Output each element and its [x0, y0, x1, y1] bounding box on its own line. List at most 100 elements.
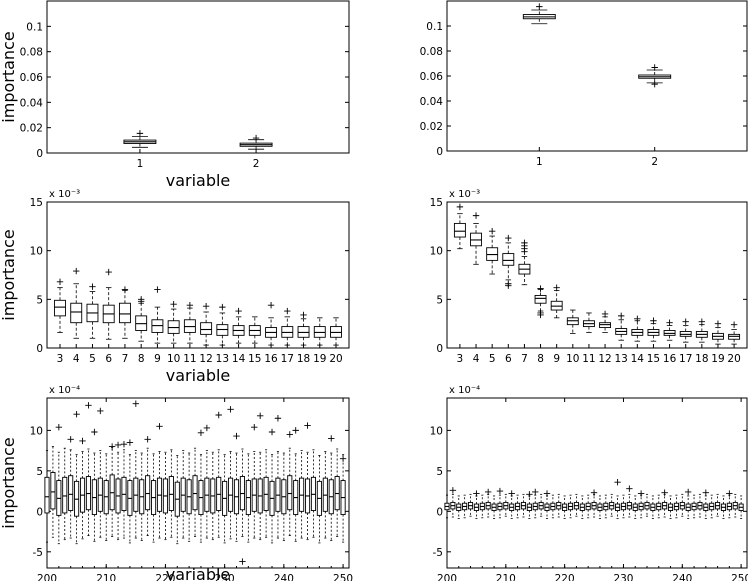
box: [91, 428, 98, 542]
outlier-marker: [251, 423, 258, 431]
box: [281, 307, 294, 346]
box: [632, 495, 638, 520]
box: [502, 234, 515, 289]
box-body: [62, 476, 68, 514]
box: [286, 431, 293, 537]
box: [738, 495, 744, 520]
y-tick-label: 0.1: [26, 21, 43, 33]
box: [626, 485, 633, 518]
outlier-marker: [537, 285, 544, 292]
box-body: [192, 475, 198, 511]
box: [726, 490, 733, 519]
x-tick-label: 210: [96, 573, 116, 581]
outlier-marker: [300, 311, 307, 319]
box: [691, 494, 697, 519]
x-tick-label: 16: [264, 353, 278, 365]
box: [732, 493, 738, 518]
y-axis-multiplier: x 10⁻⁴: [49, 385, 80, 396]
outlier-marker: [328, 435, 335, 442]
x-tick-label: 11: [183, 353, 196, 365]
box: [120, 440, 128, 539]
box-body: [287, 475, 293, 511]
x-axis-label: variable: [166, 366, 231, 385]
y-tick-label: 0: [436, 146, 443, 158]
box: [520, 493, 527, 518]
outlier-marker: [508, 490, 515, 497]
box: [210, 451, 216, 541]
outlier-marker: [136, 130, 144, 137]
box: [638, 64, 672, 88]
x-tick-label: 5: [89, 353, 96, 365]
x-tick-label: 250: [333, 573, 353, 581]
box: [650, 495, 656, 520]
box: [268, 428, 276, 544]
y-axis-label: importance: [0, 229, 18, 320]
box: [631, 315, 644, 342]
panel-bottom-right: -5 0 5 10 x 10⁻⁴ 200 210 220 230 240 250: [430, 385, 748, 581]
box: [456, 495, 462, 520]
box: [313, 317, 326, 346]
outlier-marker: [650, 317, 657, 324]
outlier-marker: [126, 439, 134, 446]
box: [265, 301, 278, 346]
box: [248, 316, 261, 344]
axes-frame: [446, 201, 748, 349]
x-tick-label: 17: [679, 353, 692, 365]
outlier-marker: [590, 489, 598, 496]
y-tick-label: 5: [436, 294, 443, 306]
outlier-marker: [239, 558, 246, 565]
y-tick-label: 0.02: [420, 121, 443, 133]
box: [183, 301, 196, 344]
axes-frame: [46, 201, 350, 349]
y-axis-label: importance: [0, 31, 18, 122]
box: [585, 494, 591, 519]
outlier-marker: [537, 309, 544, 317]
y-tick-label: 0: [436, 343, 443, 355]
box: [322, 451, 328, 539]
x-tick-label: 11: [582, 353, 595, 365]
box: [151, 286, 164, 344]
box: [491, 495, 497, 520]
box: [334, 448, 340, 537]
outlier-marker: [634, 315, 641, 322]
outlier-marker: [67, 436, 74, 443]
outlier-marker: [521, 239, 528, 247]
box: [197, 429, 205, 543]
box: [566, 309, 579, 334]
box: [174, 455, 180, 545]
x-tick-label: 17: [281, 353, 294, 365]
y-tick-label: 5: [436, 466, 443, 478]
outlier-marker: [256, 412, 264, 420]
outlier-marker: [532, 488, 539, 496]
box: [486, 228, 499, 275]
box: [50, 446, 56, 538]
box: [330, 317, 342, 346]
outlier-marker: [456, 203, 464, 211]
outlier-marker: [505, 234, 512, 242]
y-tick-label: 15: [430, 197, 443, 209]
box: [123, 130, 157, 148]
box: [473, 490, 480, 520]
y-tick-label: 0.1: [426, 21, 443, 33]
y-axis-multiplier: x 10⁻³: [49, 189, 80, 200]
outlier-marker: [730, 321, 738, 328]
box: [479, 494, 485, 519]
box: [200, 302, 213, 346]
box: [515, 494, 521, 519]
x-tick-label: 4: [73, 353, 80, 365]
box: [102, 268, 115, 340]
box: [251, 423, 258, 539]
box: [538, 493, 544, 517]
outlier-marker: [97, 407, 104, 415]
box: [615, 312, 628, 341]
box: [673, 494, 679, 519]
box: [715, 493, 721, 517]
box-body: [200, 322, 213, 335]
box: [550, 284, 563, 319]
box: [663, 319, 676, 341]
outlier-marker: [73, 267, 80, 275]
box: [297, 311, 310, 346]
outlier-marker: [227, 406, 234, 413]
